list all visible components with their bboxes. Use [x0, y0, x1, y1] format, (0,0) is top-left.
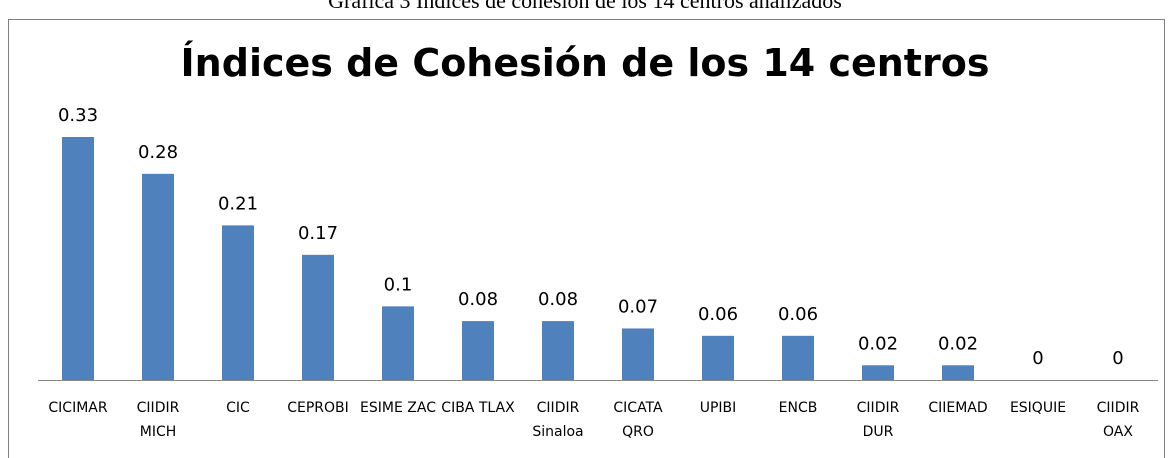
data-label: 0.06 [698, 304, 738, 325]
x-tick-label: CEPROBI [287, 400, 349, 416]
bar [462, 321, 494, 380]
data-label: 0.08 [458, 289, 498, 310]
bar [622, 328, 654, 380]
bar [702, 335, 734, 380]
caption: Gráfica 3 Índices de cohesión de los 14 … [328, 0, 842, 13]
data-label: 0.02 [938, 333, 978, 354]
x-tick-label: ESIME ZAC [360, 400, 436, 416]
x-tick-label: UPIBI [699, 400, 737, 416]
data-label: 0.33 [58, 105, 98, 126]
data-label: 0.1 [384, 274, 413, 295]
bar [942, 365, 974, 380]
bar [302, 254, 334, 380]
x-tick-label: CIBA TLAX [441, 400, 515, 416]
bar [222, 225, 254, 380]
bar [142, 173, 174, 380]
data-label: 0.28 [138, 142, 178, 163]
x-tick-label: CIIDIR Sinaloa [532, 400, 584, 440]
data-label: 0.08 [538, 289, 578, 310]
data-label: 0 [1032, 348, 1043, 369]
bar [782, 335, 814, 380]
data-label: 0 [1112, 348, 1123, 369]
data-label: 0.07 [618, 296, 658, 317]
data-label: 0.02 [858, 333, 898, 354]
x-tick-label: CIIDIR MICH [136, 400, 180, 440]
data-label: 0.21 [218, 193, 258, 214]
bar [62, 137, 94, 380]
chart-title: Índices de Cohesión de los 14 centros [181, 41, 990, 85]
bar [542, 321, 574, 380]
data-label: 0.06 [778, 304, 818, 325]
bar [862, 365, 894, 380]
x-tick-label: CIIDIR OAX [1096, 400, 1140, 440]
x-tick-label: CIC [226, 400, 250, 416]
x-tick-label: CICIMAR [48, 400, 108, 416]
bar [382, 306, 414, 380]
x-tick-label: ESIQUIE [1009, 400, 1067, 416]
data-label: 0.17 [298, 223, 338, 244]
chart-frame [8, 19, 1165, 458]
x-tick-label: CIIEMAD [928, 400, 988, 416]
x-tick-label: CICATA QRO [613, 400, 663, 440]
x-tick-label: CIIDIR DUR [856, 400, 900, 440]
x-tick-label: ENCB [778, 400, 818, 416]
